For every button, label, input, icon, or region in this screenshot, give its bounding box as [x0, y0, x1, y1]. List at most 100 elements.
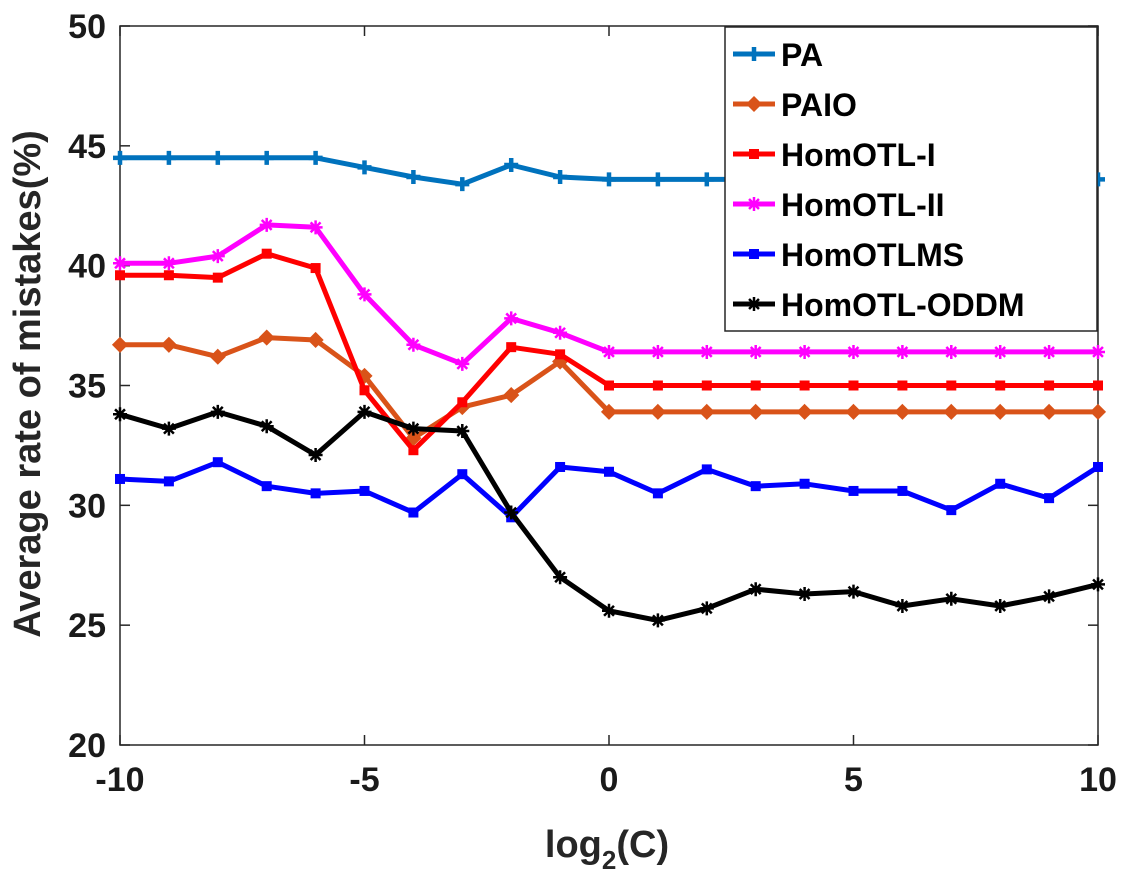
data-point-homotl-oddm [797, 587, 812, 602]
data-point-pa [161, 150, 176, 165]
series-paio [111, 329, 1107, 447]
data-point-homotl-oddm [650, 613, 665, 628]
data-point-homotl-ii [846, 344, 861, 359]
legend-item-homotl-oddm: HomOTL-ODDM [733, 287, 1025, 323]
data-point-homotl-ii [161, 256, 176, 271]
data-point-homotl-i [1093, 380, 1103, 391]
data-point-homotl-i [310, 263, 321, 274]
legend-label-pa: PA [781, 37, 823, 73]
legend-marker-paio [745, 95, 763, 113]
legend-marker-homotl-i [749, 149, 759, 159]
data-point-homotl-oddm [161, 421, 176, 436]
data-point-homotl-ii [944, 344, 959, 359]
data-point-pa [259, 150, 274, 165]
data-point-homotl-ii [748, 344, 763, 359]
legend-label-homotl-ii: HomOTL-II [781, 187, 945, 223]
y-tick-label: 25 [68, 607, 106, 645]
data-point-pa [650, 172, 665, 187]
data-point-homotl-oddm [210, 404, 225, 419]
legend: PA PAIO HomOTL-I HomOTL-II HomOTLMS HomOTL-OD… [724, 26, 1098, 332]
legend-marker-pa [747, 47, 761, 61]
y-tick-label: 35 [68, 368, 106, 406]
data-point-homotlms [995, 478, 1006, 489]
data-point-homotl-oddm [1091, 577, 1105, 592]
x-tick-label: 5 [844, 761, 863, 799]
data-point-homotl-i [946, 380, 957, 391]
data-point-paio [600, 403, 618, 420]
data-point-pa [357, 160, 372, 175]
data-point-homotl-oddm [944, 591, 959, 606]
data-point-pa [113, 150, 127, 165]
data-point-homotl-oddm [357, 404, 372, 419]
data-point-homotl-i [848, 380, 859, 391]
data-point-paio [894, 403, 911, 420]
legend-label-homotlms: HomOTLMS [781, 237, 964, 273]
legend-label-homotl-i: HomOTL-I [781, 137, 936, 173]
data-point-paio [943, 403, 960, 420]
series-homotl-i [115, 248, 1103, 456]
x-axis-label-subscript: 2 [602, 845, 616, 875]
data-point-homotl-i [750, 380, 761, 391]
data-point-pa [699, 172, 714, 187]
data-point-homotl-i [408, 445, 419, 456]
data-point-homotlms [799, 478, 810, 489]
data-point-homotl-oddm [259, 419, 274, 434]
series-homotl-oddm [113, 404, 1105, 628]
data-point-homotl-oddm [455, 424, 470, 439]
data-point-homotl-ii [504, 311, 519, 326]
data-point-homotlms [701, 464, 712, 475]
data-point-homotl-i [457, 397, 468, 408]
data-point-homotl-i [115, 270, 125, 281]
data-point-homotl-oddm [602, 603, 616, 618]
legend-marker-homotl-oddm [747, 297, 761, 311]
data-point-pa [308, 150, 323, 165]
data-point-paio [160, 336, 177, 353]
data-point-paio [307, 331, 324, 349]
data-point-homotlms [604, 466, 614, 477]
data-point-homotlms [555, 461, 566, 472]
data-point-homotlms [1044, 493, 1055, 504]
data-point-homotlms [897, 485, 908, 496]
data-point-homotl-ii [455, 356, 470, 371]
data-point-paio [796, 403, 813, 420]
data-point-homotlms [261, 481, 272, 492]
data-point-homotlms [163, 476, 174, 487]
data-point-homotl-ii [797, 344, 812, 359]
legend-item-homotlms: HomOTLMS [733, 237, 964, 273]
y-axis-label: Average rate of mistakes(%) [7, 130, 49, 638]
data-point-pa [210, 150, 225, 165]
data-point-homotl-i [261, 248, 272, 259]
data-point-homotlms [848, 485, 859, 496]
data-point-homotl-ii [650, 344, 665, 359]
data-point-homotl-oddm [406, 421, 421, 436]
data-point-homotlms [115, 473, 125, 484]
legend-label-paio: PAIO [781, 87, 857, 123]
data-point-homotl-ii [406, 337, 421, 352]
data-point-homotl-i [897, 380, 908, 391]
data-point-paio [111, 336, 129, 353]
data-point-homotl-oddm [113, 407, 127, 422]
data-point-homotl-oddm [895, 598, 910, 613]
axis-ticks: 20 25 30 35 40 45 50 -10 -5 0 5 10 [68, 8, 1117, 799]
legend-item-pa: PA [733, 37, 823, 73]
data-point-homotl-i [995, 380, 1006, 391]
data-point-homotl-ii [113, 256, 127, 271]
data-point-homotl-i [163, 270, 174, 281]
data-point-homotl-ii [993, 344, 1008, 359]
data-point-pa [602, 172, 616, 187]
series-homotl-ii [113, 217, 1105, 371]
data-point-paio [992, 403, 1009, 420]
legend-item-paio: PAIO [733, 87, 857, 123]
data-point-pa [553, 169, 568, 184]
data-point-homotl-oddm [308, 448, 323, 463]
data-point-paio [1089, 403, 1107, 420]
data-point-homotl-ii [602, 344, 616, 359]
x-axis-label-tail: (C) [616, 824, 669, 866]
legend-item-homotl-ii: HomOTL-II [733, 187, 945, 223]
data-point-pa [455, 177, 470, 192]
data-point-homotlms [1093, 461, 1103, 472]
data-point-paio [649, 403, 666, 420]
x-tick-label: -10 [95, 761, 144, 799]
data-point-homotl-oddm [553, 570, 568, 585]
legend-marker-homotlms [749, 249, 759, 259]
